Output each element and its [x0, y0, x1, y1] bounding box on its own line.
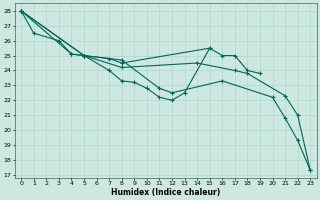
X-axis label: Humidex (Indice chaleur): Humidex (Indice chaleur) — [111, 188, 220, 197]
